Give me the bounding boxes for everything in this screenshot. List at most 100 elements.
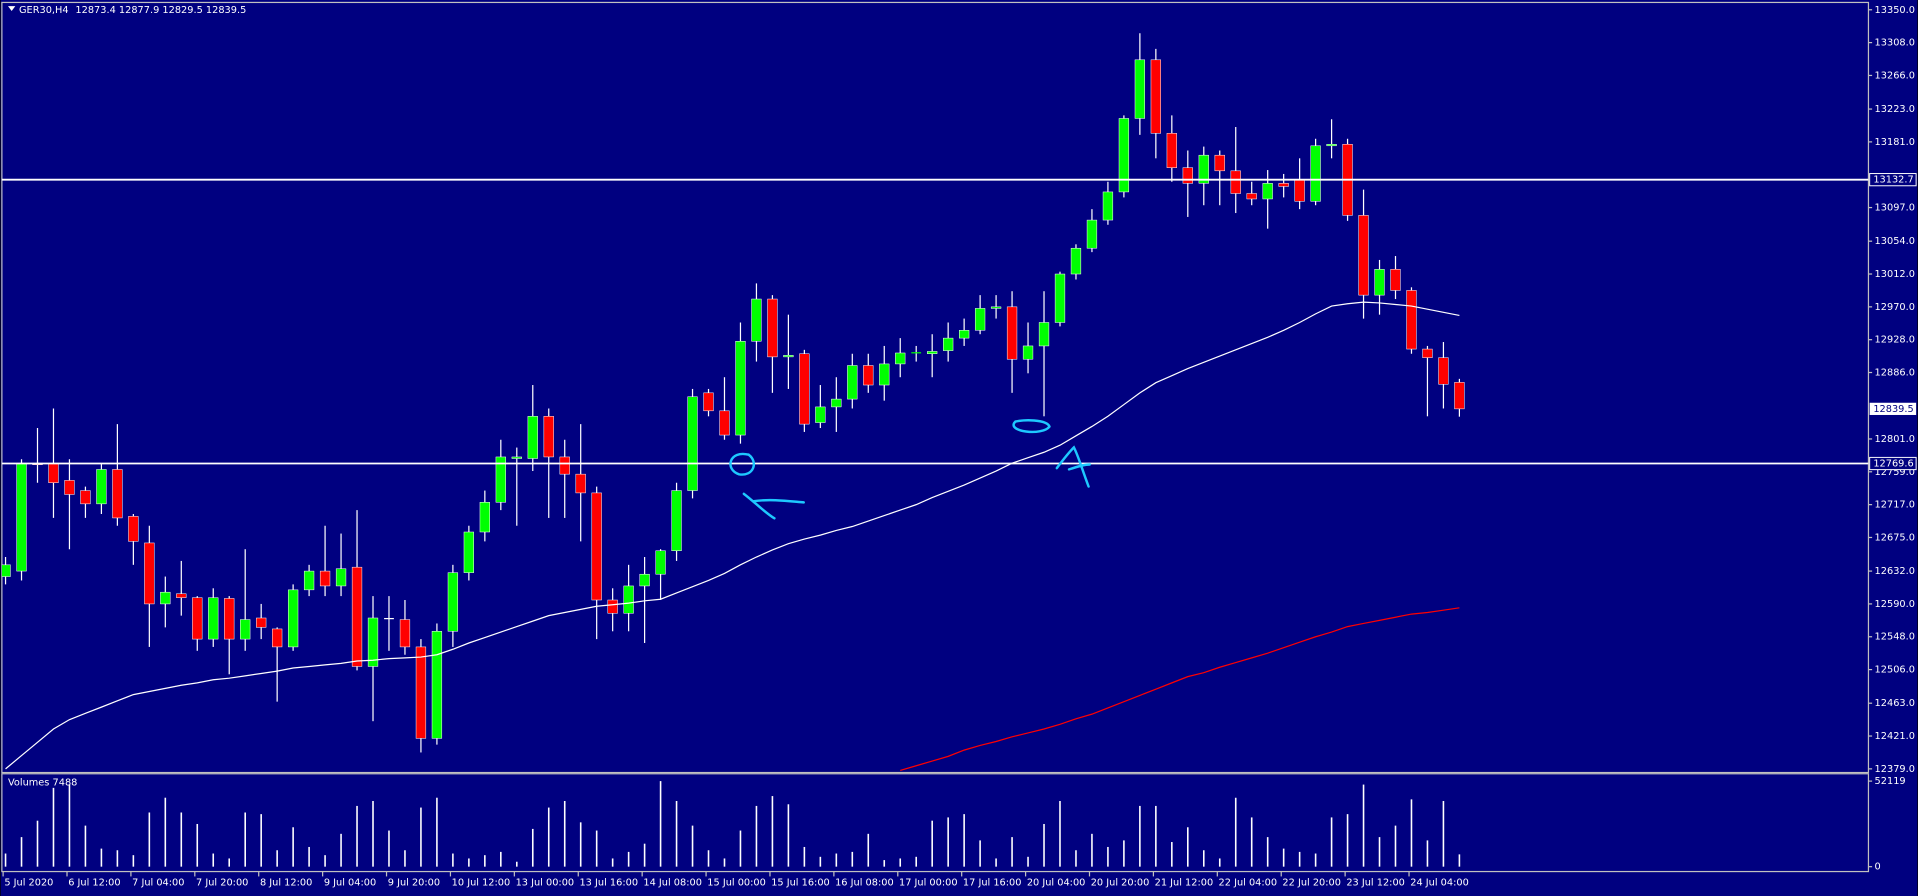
candle-body	[399, 619, 411, 648]
x-tick-label: 23 Jul 12:00	[1346, 878, 1405, 889]
candle-body	[112, 469, 123, 519]
volume-last: 7488	[53, 777, 78, 788]
candle-body	[1454, 382, 1465, 410]
candle-body	[511, 456, 522, 459]
candle-body	[384, 617, 394, 620]
candle-body	[1230, 170, 1241, 194]
volume-panel	[1, 773, 1870, 873]
y-tick-label: 12801.0	[1875, 434, 1915, 445]
x-tick-label: 17 Jul 16:00	[963, 878, 1022, 889]
y-tick-label: 12379.0	[1875, 764, 1915, 775]
y-tick-label: 13054.0	[1875, 236, 1915, 247]
candle-body	[1054, 273, 1066, 323]
y-tick-label: 13350.0	[1875, 5, 1915, 16]
x-tick-label: 21 Jul 12:00	[1155, 878, 1214, 889]
candle-body	[527, 416, 538, 459]
last-price-label: 12839.5	[1873, 404, 1913, 415]
candle-body	[1038, 322, 1050, 347]
y-tick-label: 12970.0	[1875, 302, 1915, 313]
candle-body	[1, 564, 11, 577]
volume-tick-label: 52119	[1875, 776, 1906, 787]
arrow-annotation	[742, 492, 805, 520]
volume-plot	[4, 781, 1461, 867]
candle-body	[1166, 133, 1177, 168]
candle-body	[1182, 167, 1193, 184]
candle-body	[48, 462, 59, 483]
last-price-box	[1869, 402, 1917, 415]
candle-body	[1422, 348, 1433, 358]
candle-body	[671, 490, 682, 552]
hline-price-box	[1869, 173, 1917, 187]
symbol: GER30,H4	[19, 5, 69, 16]
y-tick-label: 12463.0	[1875, 698, 1915, 709]
candle-body	[319, 570, 331, 587]
candle-body	[815, 406, 826, 423]
candle-body	[623, 585, 634, 614]
y-tick-label: 13181.0	[1875, 137, 1915, 148]
candle-body	[735, 341, 746, 436]
candle-body	[1214, 154, 1225, 172]
header-low: 12829.5	[162, 5, 202, 16]
candle-body	[431, 631, 443, 739]
candle-body	[1294, 179, 1305, 202]
candle-body	[863, 365, 874, 386]
volume-tick-label: 0	[1875, 862, 1881, 873]
x-tick-label: 20 Jul 04:00	[1027, 878, 1086, 889]
candle-body	[128, 516, 139, 542]
y-tick-label: 13223.0	[1875, 104, 1915, 115]
candle-body	[64, 480, 75, 495]
y-tick-label: 12759.0	[1875, 467, 1915, 478]
candle-body	[16, 462, 27, 572]
header-high: 12877.9	[119, 5, 159, 16]
candle-body	[256, 617, 267, 628]
x-tick-label: 6 Jul 12:00	[68, 878, 120, 889]
menu-arrow[interactable]	[7, 6, 16, 12]
moving-average	[900, 607, 1460, 772]
moving-average	[5, 301, 1460, 770]
candle-body	[1134, 59, 1146, 119]
candle-body	[1406, 290, 1417, 350]
y-tick-label: 12675.0	[1875, 532, 1915, 543]
candle-body	[287, 589, 299, 648]
volume-header: Volumes 7488	[8, 777, 77, 788]
candle-body	[687, 396, 698, 491]
x-tick-label: 24 Jul 04:00	[1410, 878, 1469, 889]
y-tick-label: 13266.0	[1875, 70, 1915, 81]
y-tick-label: 13097.0	[1875, 203, 1915, 214]
candle-body	[1006, 306, 1018, 360]
candle-body	[1102, 191, 1114, 221]
candle-body	[911, 352, 922, 354]
x-tick-label: 7 Jul 20:00	[196, 878, 248, 889]
candle-body	[1262, 183, 1273, 200]
x-tick-label: 15 Jul 16:00	[771, 878, 830, 889]
y-tick-label: 12506.0	[1875, 665, 1915, 676]
candle-body	[767, 298, 778, 358]
x-tick-label: 14 Jul 08:00	[643, 878, 702, 889]
candle-body	[990, 306, 1002, 309]
candle-body	[208, 597, 219, 640]
circle-annotation	[1012, 419, 1051, 434]
candle-body	[1022, 345, 1034, 360]
candle-body	[335, 568, 347, 587]
hline-price-label: 13132.7	[1873, 175, 1913, 186]
y-tick-label: 13012.0	[1875, 269, 1915, 280]
candle-body	[927, 351, 938, 355]
axes: 13350.0 13308.0 13266.0 13223.0 13181.0 13097…	[1, 5, 1917, 889]
x-tick-label: 15 Jul 00:00	[707, 878, 766, 889]
x-tick-label: 9 Jul 04:00	[324, 878, 376, 889]
y-tick-label: 12928.0	[1875, 335, 1915, 346]
candle-body	[719, 410, 730, 436]
hline-price-box	[1869, 456, 1917, 471]
candle-body	[224, 598, 235, 640]
candle-body	[1150, 59, 1161, 134]
x-tick-label: 16 Jul 08:00	[835, 878, 894, 889]
x-tick-label: 10 Jul 12:00	[452, 878, 511, 889]
y-tick-label: 12886.0	[1875, 368, 1915, 379]
y-tick-label: 12590.0	[1875, 599, 1915, 610]
hand-drawings	[729, 419, 1092, 520]
candle-body	[272, 628, 283, 648]
y-tick-label: 12717.0	[1875, 500, 1915, 511]
x-tick-label: 22 Jul 04:00	[1219, 878, 1278, 889]
